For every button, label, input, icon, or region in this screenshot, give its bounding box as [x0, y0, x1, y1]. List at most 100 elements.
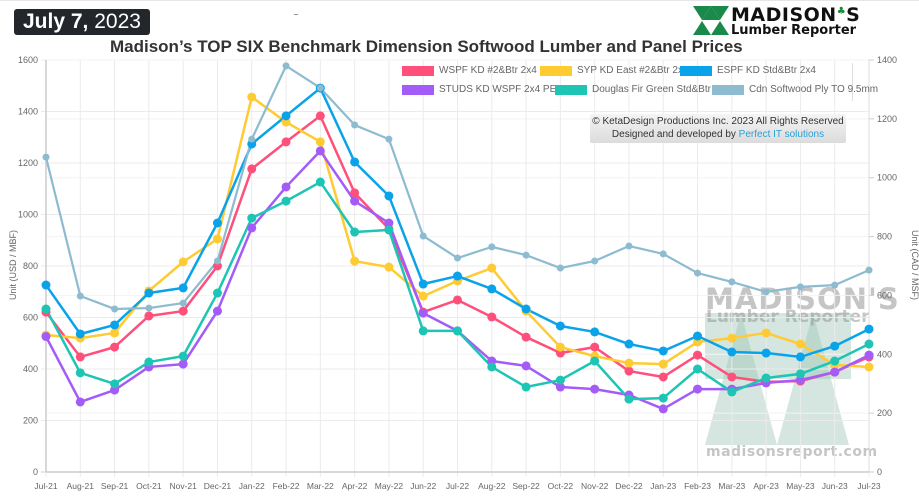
data-point-studs-kd-wspf-2x4-pet: [590, 384, 600, 394]
data-point-cdn-softwood-ply-to-9-5mm: [762, 288, 770, 296]
data-point-wspf-kd-2-btr-2x4: [315, 111, 325, 121]
data-point-espf-kd-std-btr-2x4: [178, 283, 188, 293]
data-point-douglas-fir-green-std-btr-2x4: [761, 373, 771, 383]
date-badge: July 7, 2023: [14, 9, 150, 35]
y-tick-label-left: 1000: [18, 210, 38, 220]
data-point-douglas-fir-green-std-btr-2x4: [281, 196, 291, 206]
y-tick-label-right: 1200: [877, 114, 897, 124]
data-point-espf-kd-std-btr-2x4: [418, 279, 428, 289]
x-tick-label: May-23: [786, 481, 815, 491]
data-point-espf-kd-std-btr-2x4: [75, 329, 85, 339]
data-point-syp-kd-east-2-btr-2x4: [761, 328, 771, 338]
x-tick-label: Oct-21: [136, 481, 162, 491]
data-point-cdn-softwood-ply-to-9-5mm: [522, 251, 530, 259]
legend-label: Douglas Fir Green Std&Btr 2x4: [592, 84, 730, 95]
y-tick-label-left: 600: [23, 313, 38, 323]
x-tick-label: Sep-22: [512, 481, 540, 491]
data-point-wspf-kd-2-btr-2x4: [144, 311, 154, 321]
data-point-cdn-softwood-ply-to-9-5mm: [454, 254, 461, 262]
y-tick-label-right: 600: [877, 290, 892, 300]
data-point-espf-kd-std-btr-2x4: [212, 218, 222, 228]
legend-item-wspf[interactable]: WSPF KD #2&Btr 2x4: [402, 65, 537, 76]
data-point-douglas-fir-green-std-btr-2x4: [487, 362, 497, 372]
data-point-wspf-kd-2-btr-2x4: [247, 164, 257, 174]
legend-label: Cdn Softwood Ply TO 9.5mm: [749, 84, 879, 95]
x-tick-label: Jul-21: [34, 481, 57, 491]
y-tick-label-right: 1000: [877, 173, 897, 183]
legend-item-studs[interactable]: STUDS KD WSPF 2x4 PET: [402, 84, 562, 95]
legend-item-espf[interactable]: ESPF KD Std&Btr 2x4: [680, 65, 816, 76]
data-point-syp-kd-east-2-btr-2x4: [727, 333, 737, 343]
data-point-douglas-fir-green-std-btr-2x4: [75, 368, 85, 378]
y-tick-label-left: 1400: [18, 107, 38, 117]
data-point-cdn-softwood-ply-to-9-5mm: [111, 305, 119, 313]
data-point-syp-kd-east-2-btr-2x4: [350, 256, 360, 266]
data-point-wspf-kd-2-btr-2x4: [727, 372, 737, 382]
data-point-espf-kd-std-btr-2x4: [830, 341, 840, 351]
x-tick-label: Oct-22: [548, 481, 574, 491]
legend-item-douglas-fir[interactable]: Douglas Fir Green Std&Btr 2x4: [555, 84, 730, 95]
data-point-douglas-fir-green-std-btr-2x4: [624, 394, 634, 404]
data-point-douglas-fir-green-std-btr-2x4: [864, 339, 874, 349]
x-tick-label: Jan-23: [650, 481, 676, 491]
data-point-douglas-fir-green-std-btr-2x4: [418, 326, 428, 336]
data-point-studs-kd-wspf-2x4-pet: [110, 385, 120, 395]
logo-title-text: MADISON: [731, 4, 837, 26]
data-point-espf-kd-std-btr-2x4: [727, 347, 737, 357]
data-point-syp-kd-east-2-btr-2x4: [178, 257, 188, 267]
y-tick-label-left: 0: [33, 467, 38, 477]
data-point-espf-kd-std-btr-2x4: [453, 271, 462, 281]
data-point-studs-kd-wspf-2x4-pet: [178, 359, 188, 369]
legend-swatch: [402, 84, 434, 95]
legend-item-cdn-ply[interactable]: Cdn Softwood Ply TO 9.5mm: [712, 84, 878, 95]
data-point-cdn-softwood-ply-to-9-5mm: [213, 257, 221, 265]
legend-item-syp[interactable]: SYP KD East #2&Btr 2x4: [540, 65, 689, 76]
data-point-studs-kd-wspf-2x4-pet: [247, 223, 257, 233]
data-point-douglas-fir-green-std-btr-2x4: [41, 304, 51, 314]
data-point-syp-kd-east-2-btr-2x4: [864, 362, 874, 372]
x-tick-label: Dec-21: [204, 481, 232, 491]
decorative-dash: [294, 14, 298, 15]
date-month-day: July 7,: [23, 10, 89, 33]
y-tick-label-left: 1200: [18, 158, 38, 168]
data-point-espf-kd-std-btr-2x4: [658, 346, 668, 356]
logo-trees-icon: [693, 6, 729, 36]
data-point-douglas-fir-green-std-btr-2x4: [350, 227, 360, 237]
data-point-douglas-fir-green-std-btr-2x4: [693, 364, 703, 374]
data-point-wspf-kd-2-btr-2x4: [590, 342, 600, 352]
data-point-syp-kd-east-2-btr-2x4: [487, 263, 497, 273]
credit-prefix: Designed and developed by: [611, 129, 739, 140]
legend-label: SYP KD East #2&Btr 2x4: [577, 65, 689, 76]
y-tick-label-right: 1400: [877, 55, 897, 65]
data-point-douglas-fir-green-std-btr-2x4: [795, 369, 805, 379]
legend-swatch: [402, 65, 434, 76]
data-point-cdn-softwood-ply-to-9-5mm: [419, 232, 427, 240]
data-point-espf-kd-std-btr-2x4: [795, 352, 805, 362]
data-point-douglas-fir-green-std-btr-2x4: [453, 326, 462, 336]
data-point-cdn-softwood-ply-to-9-5mm: [831, 281, 839, 289]
data-point-douglas-fir-green-std-btr-2x4: [590, 356, 600, 366]
x-tick-label: Feb-23: [684, 481, 711, 491]
data-point-studs-kd-wspf-2x4-pet: [521, 361, 531, 371]
x-tick-label: Aug-22: [478, 481, 506, 491]
perfect-it-link[interactable]: Perfect IT solutions: [738, 129, 825, 140]
data-point-espf-kd-std-btr-2x4: [590, 327, 600, 337]
axes: 0 200 400 600 800 1000 1200 1400 1600 0 200 400 600 8…: [18, 55, 897, 491]
legend-swatch: [712, 84, 744, 95]
data-point-cdn-softwood-ply-to-9-5mm: [76, 292, 84, 300]
data-point-studs-kd-wspf-2x4-pet: [418, 308, 428, 318]
data-point-cdn-softwood-ply-to-9-5mm: [728, 278, 736, 286]
x-tick-label: Jul-22: [446, 481, 469, 491]
data-point-syp-kd-east-2-btr-2x4: [555, 342, 565, 352]
data-point-douglas-fir-green-std-btr-2x4: [521, 382, 531, 392]
x-tick-label: Mar-23: [718, 481, 745, 491]
data-point-cdn-softwood-ply-to-9-5mm: [179, 299, 187, 307]
logo-subtitle: Lumber Reporter: [731, 23, 857, 38]
y-axis-label-right: Unit (CAD / MSF): [910, 229, 919, 301]
data-point-espf-kd-std-btr-2x4: [144, 288, 154, 298]
data-point-espf-kd-std-btr-2x4: [521, 304, 531, 314]
y-tick-label-right: 200: [877, 408, 892, 418]
x-tick-label: Jul-23: [857, 481, 880, 491]
data-point-espf-kd-std-btr-2x4: [555, 321, 565, 331]
data-point-syp-kd-east-2-btr-2x4: [212, 234, 222, 244]
